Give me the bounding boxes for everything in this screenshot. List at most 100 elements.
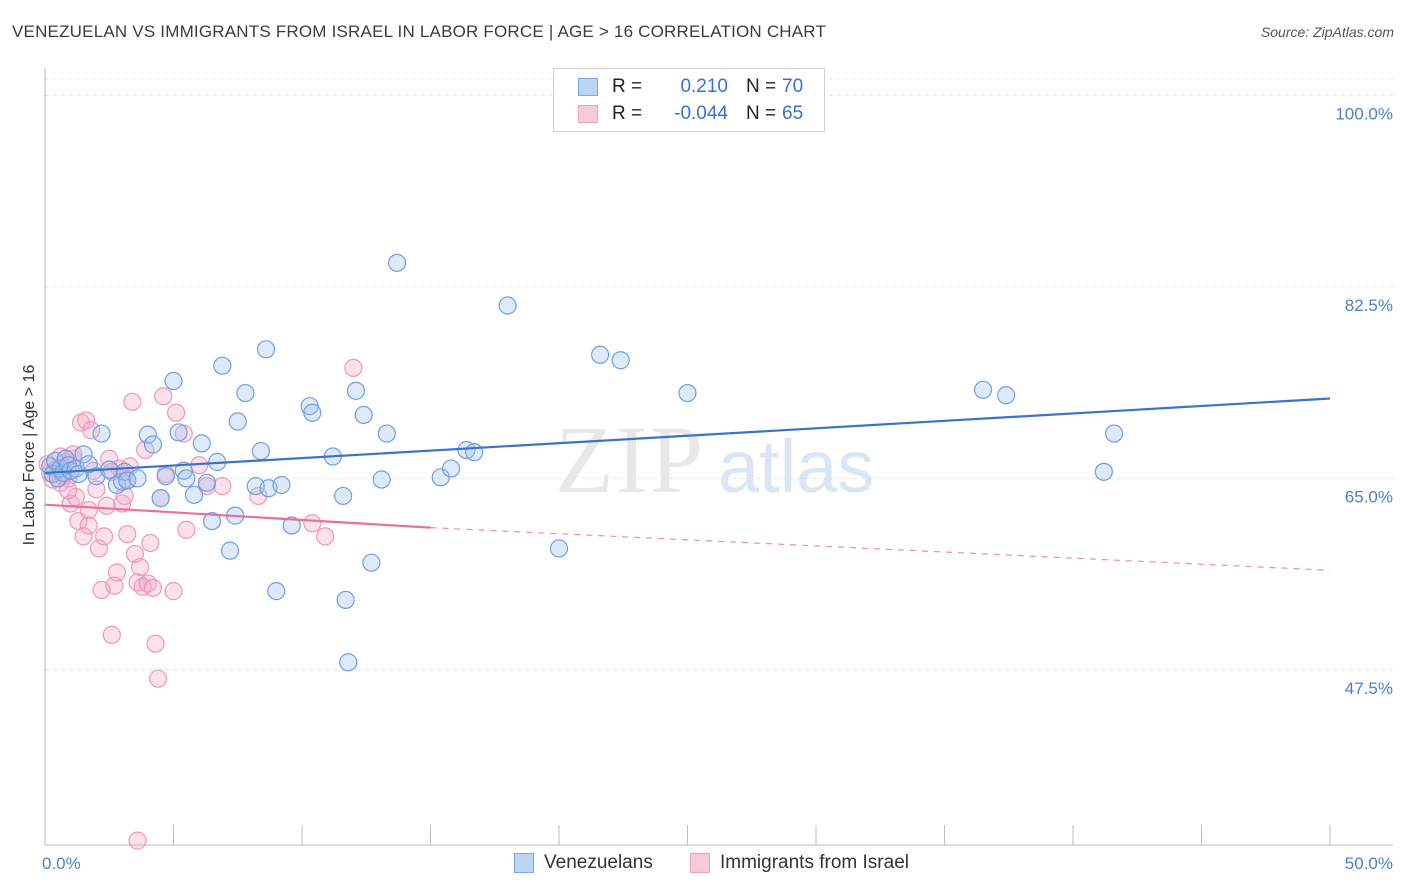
- point-venezuelans: [973, 380, 993, 399]
- point-venezuelans: [197, 473, 217, 492]
- watermark: ZIP atlas: [555, 406, 874, 513]
- point-venezuelans: [362, 553, 381, 572]
- point-israel: [213, 476, 232, 496]
- point-venezuelans: [251, 441, 270, 461]
- legend-r-label: R =: [612, 103, 643, 124]
- point-israel: [87, 480, 106, 499]
- chart-title: VENEZUELAN VS IMMIGRANTS FROM ISRAEL IN …: [12, 22, 827, 41]
- y-tick-label: 65.0%: [1345, 487, 1393, 506]
- point-venezuelans: [184, 485, 204, 504]
- point-israel: [74, 527, 93, 546]
- point-venezuelans: [228, 412, 247, 431]
- legend-n-value: 65: [782, 103, 804, 124]
- point-venezuelans: [372, 470, 391, 489]
- correlation-legend: R = 0.210 N = 70 R = -0.044 N = 65: [553, 68, 825, 132]
- point-israel: [164, 582, 183, 601]
- point-venezuelans: [336, 590, 355, 609]
- point-israel: [303, 514, 322, 533]
- point-israel: [59, 481, 78, 500]
- grid-lines: [45, 78, 1393, 671]
- point-israel: [344, 358, 363, 377]
- legend-row-venezuelans: R = 0.210 N = 70: [578, 75, 803, 99]
- legend-r-value: 0.210: [680, 76, 728, 97]
- point-venezuelans: [354, 405, 373, 425]
- point-israel: [166, 403, 186, 422]
- point-venezuelans: [143, 435, 163, 454]
- point-israel: [95, 527, 114, 546]
- point-israel: [154, 387, 173, 406]
- legend-item-israel: Immigrants from Israel: [690, 852, 909, 874]
- x-tick-label: 50.0%: [1345, 854, 1393, 873]
- legend-label-israel: Immigrants from Israel: [720, 852, 909, 873]
- point-venezuelans: [334, 486, 353, 506]
- point-venezuelans: [220, 541, 240, 560]
- point-venezuelans: [92, 424, 111, 443]
- point-venezuelans: [272, 475, 291, 495]
- point-israel: [82, 421, 101, 440]
- legend-n-value: 70: [782, 76, 804, 97]
- trend-line-israel: [44, 503, 431, 529]
- legend-r-value: -0.044: [674, 103, 728, 124]
- legend-swatch-pink: [690, 853, 710, 873]
- point-venezuelans: [164, 371, 183, 391]
- legend-n-label: N =: [746, 76, 777, 97]
- point-israel: [146, 634, 165, 653]
- point-venezuelans: [267, 582, 286, 601]
- point-israel: [143, 578, 163, 597]
- point-venezuelans: [377, 424, 396, 443]
- legend-row-israel: R = -0.044 N = 65: [578, 102, 803, 126]
- legend-r-label: R =: [612, 76, 643, 97]
- point-israel: [102, 625, 121, 644]
- point-israel: [148, 669, 168, 688]
- point-israel: [130, 557, 150, 577]
- point-venezuelans: [128, 469, 147, 488]
- source-label: Source: ZipAtlas.com: [1260, 24, 1394, 40]
- y-axis-label: In Labor Force | Age > 16: [21, 365, 38, 546]
- point-israel: [128, 831, 147, 850]
- point-venezuelans: [192, 434, 211, 453]
- legend-n-label: N =: [746, 103, 777, 124]
- tick-labels: 47.5% 65.0% 82.5% 100.0% 0.0% 50.0%: [42, 104, 1393, 873]
- point-venezuelans: [236, 383, 255, 403]
- y-tick-label: 82.5%: [1345, 296, 1393, 315]
- point-venezuelans: [387, 253, 407, 272]
- point-venezuelans: [997, 386, 1016, 405]
- point-venezuelans: [74, 445, 93, 464]
- legend-item-venezuelans: Venezuelans: [514, 852, 653, 874]
- point-venezuelans: [339, 653, 358, 672]
- point-israel: [141, 533, 160, 553]
- point-venezuelans: [498, 296, 517, 315]
- point-venezuelans: [282, 516, 301, 535]
- trend-line-venezuelans: [44, 397, 1331, 475]
- point-israel: [97, 496, 116, 515]
- data-points: [38, 253, 1124, 850]
- legend-label-venezuelans: Venezuelans: [544, 852, 653, 873]
- point-israel: [77, 411, 96, 430]
- point-venezuelans: [202, 511, 222, 531]
- point-venezuelans: [549, 539, 569, 558]
- point-venezuelans: [441, 459, 461, 478]
- legend-swatch-blue: [514, 853, 534, 873]
- svg-text:atlas: atlas: [718, 425, 874, 508]
- point-venezuelans: [346, 381, 366, 400]
- point-venezuelans: [465, 443, 484, 462]
- legend-swatch-blue: [578, 78, 598, 96]
- point-venezuelans: [1105, 424, 1124, 443]
- point-venezuelans: [1094, 462, 1113, 481]
- point-venezuelans: [256, 340, 276, 359]
- point-israel: [316, 527, 335, 546]
- point-israel: [79, 501, 98, 520]
- point-israel: [118, 525, 137, 544]
- point-venezuelans: [678, 383, 697, 403]
- point-israel: [89, 539, 109, 558]
- svg-text:ZIP: ZIP: [555, 406, 705, 513]
- trend-lines: [44, 397, 1331, 571]
- point-venezuelans: [138, 425, 157, 444]
- point-israel: [123, 392, 142, 411]
- point-israel: [107, 563, 127, 582]
- point-venezuelans: [177, 469, 196, 488]
- point-venezuelans: [303, 403, 322, 422]
- point-israel: [79, 516, 98, 535]
- x-tick-label: 0.0%: [42, 854, 81, 873]
